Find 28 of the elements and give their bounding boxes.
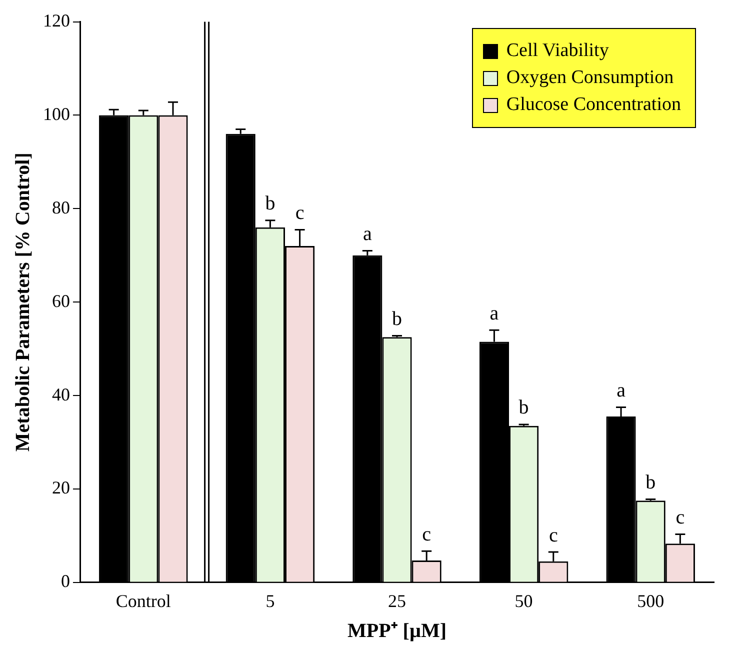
- data-label: b: [265, 192, 276, 215]
- x-tick-label: 50: [514, 590, 533, 611]
- y-tick-label: 0: [61, 571, 70, 592]
- x-axis-title: MPP⁺ [µM]: [347, 620, 447, 642]
- data-label: b: [392, 308, 402, 330]
- legend-label: Oxygen Consumption: [506, 67, 674, 89]
- data-label: c: [295, 202, 304, 224]
- data-label: c: [548, 524, 558, 546]
- legend-label: Glucose Concentration: [506, 94, 681, 116]
- x-tick-label: 25: [388, 590, 406, 611]
- x-tick-label: 500: [637, 590, 664, 611]
- x-tick-label: 5: [266, 590, 275, 611]
- x-tick-label: Control: [116, 590, 171, 611]
- data-label: a: [616, 379, 626, 402]
- y-tick-label: 60: [52, 290, 70, 311]
- data-label: b: [646, 471, 656, 494]
- data-label: a: [490, 302, 499, 324]
- y-tick-label: 100: [43, 104, 70, 124]
- data-label: a: [362, 222, 372, 245]
- y-tick-label: 20: [52, 478, 70, 498]
- y-tick-label: 120: [43, 10, 70, 31]
- y-tick-label: 40: [52, 384, 70, 404]
- y-axis-title: Metabolic Parameters [% Control]: [12, 152, 34, 452]
- y-tick-label: 80: [52, 197, 70, 218]
- data-label: c: [422, 523, 432, 546]
- data-label: b: [518, 396, 529, 419]
- legend-label: Cell Viability: [506, 40, 609, 62]
- data-label: c: [676, 506, 685, 529]
